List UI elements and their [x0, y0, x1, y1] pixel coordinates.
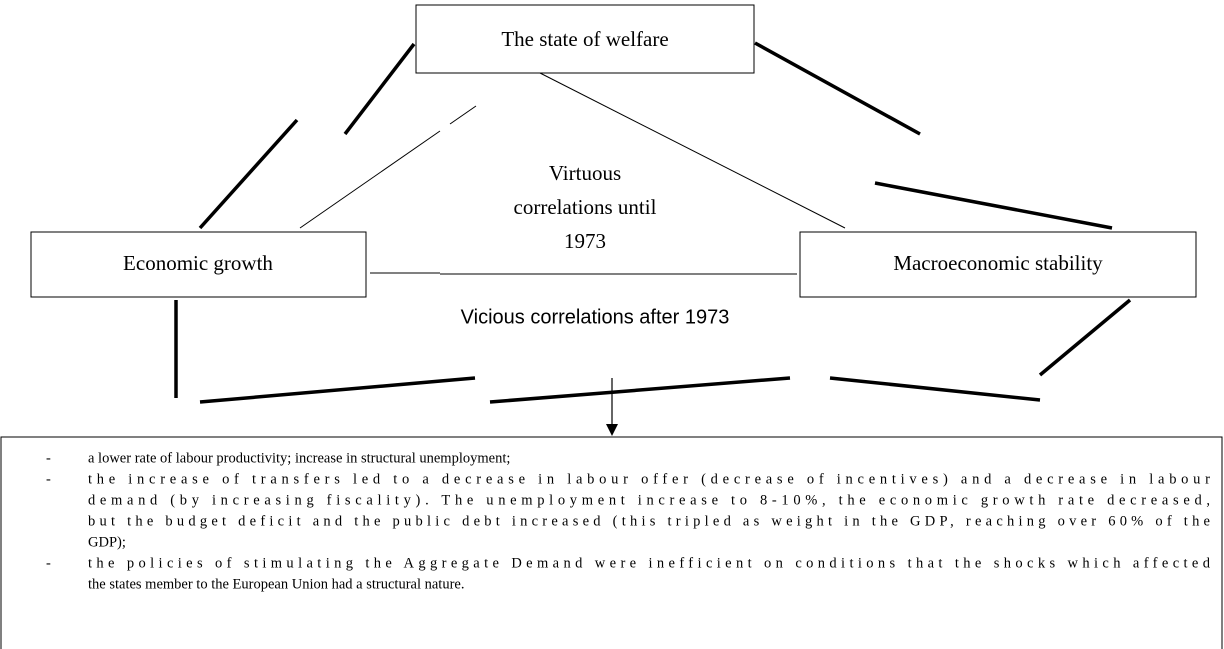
vicious-label: Vicious correlations after 1973	[461, 306, 730, 328]
bullet-text: the states member to the European Union …	[88, 576, 464, 592]
virtuous-label: correlations until	[514, 195, 657, 219]
node-box	[415, 4, 755, 74]
virtuous-label: Virtuous	[549, 161, 621, 185]
bullet-text: the increase of transfers led to a decre…	[88, 471, 1210, 487]
bullet-text: the policies of stimulating the Aggregat…	[88, 555, 1211, 571]
node-label: The state of welfare	[501, 27, 668, 51]
node-label: Economic growth	[123, 251, 273, 275]
bullet-marker: -	[46, 450, 51, 466]
bullet-marker: -	[46, 471, 51, 487]
bullet-text: a lower rate of labour productivity; inc…	[88, 450, 510, 466]
virtuous-label: 1973	[564, 229, 606, 253]
thick-links	[174, 41, 1132, 404]
bullet-marker: -	[46, 555, 51, 571]
node-box	[799, 231, 1197, 298]
bullet-text: demand (by increasing fiscality). The un…	[88, 492, 1210, 508]
node-box	[30, 231, 367, 298]
consequence-box	[0, 436, 1223, 649]
thin-links	[299, 72, 846, 275]
bullet-text: but the budget deficit and the public de…	[88, 513, 1210, 529]
bullet-text: GDP);	[88, 534, 126, 550]
arrow-head	[606, 424, 618, 436]
node-label: Macroeconomic stability	[893, 251, 1103, 275]
